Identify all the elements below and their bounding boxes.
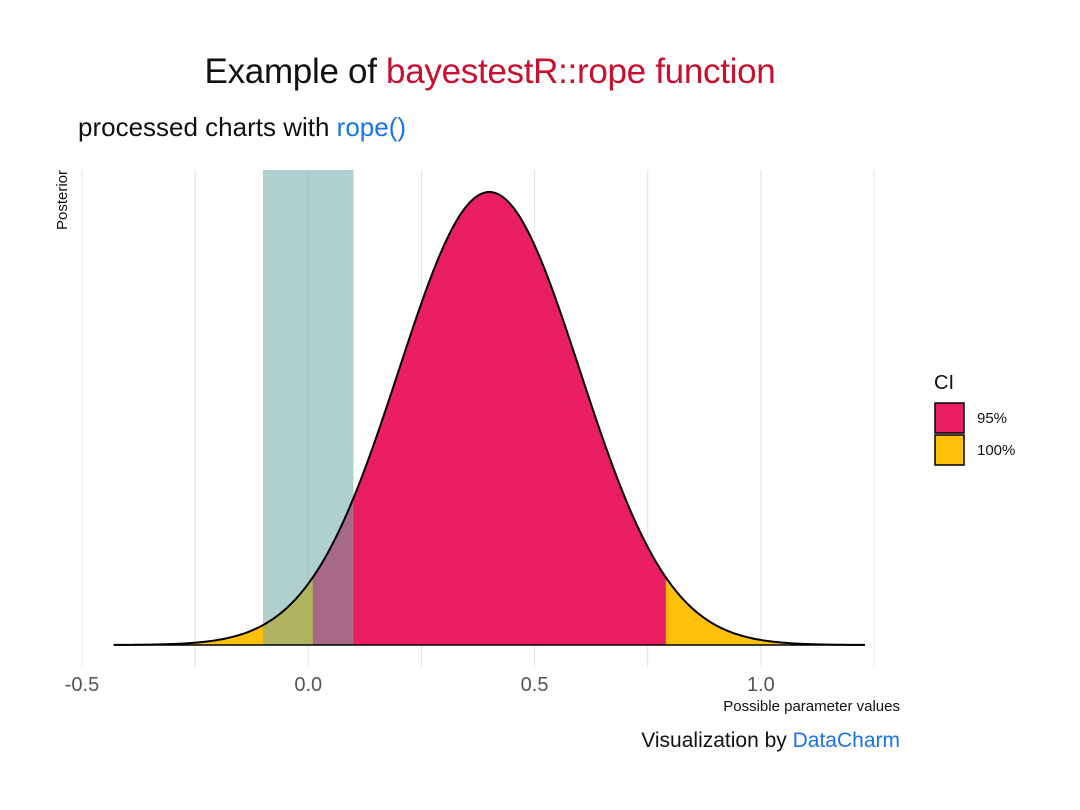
caption: Visualization by DataCharm [641,729,900,753]
title-highlight: bayestestR::rope function [386,52,776,91]
x-axis-label: Possible parameter values [723,698,900,715]
caption-highlight: DataCharm [792,729,900,752]
subtitle-highlight: rope() [336,112,407,142]
ci-areas [113,192,865,645]
legend-title: CI [934,372,954,394]
subtitle-prefix: processed charts with [78,112,337,142]
legend-swatch [934,434,965,466]
x-tick-label: 0.0 [294,674,322,696]
legend-label: 100% [977,442,1015,459]
legend: CI 95% 100% [934,372,1015,466]
density-curve [113,190,865,646]
rope-rect [263,170,354,645]
caption-prefix: Visualization by [641,729,793,752]
y-axis-label: Posterior [54,170,71,230]
ci-area-95 [312,192,666,645]
chart-subtitle: processed charts with rope() [78,112,406,143]
chart-title: Example of bayestestR::rope function [0,52,980,92]
x-tick-label: 1.0 [747,674,775,696]
legend-swatch [934,402,965,434]
density-line [113,190,865,646]
x-axis-ticks: -0.5 0.0 0.5 1.0 [65,674,775,696]
rope-band [263,170,354,645]
title-prefix: Example of [204,52,387,91]
x-tick-label: 0.5 [521,674,549,696]
x-tick-label: -0.5 [65,674,99,696]
legend-label: 95% [977,410,1007,427]
